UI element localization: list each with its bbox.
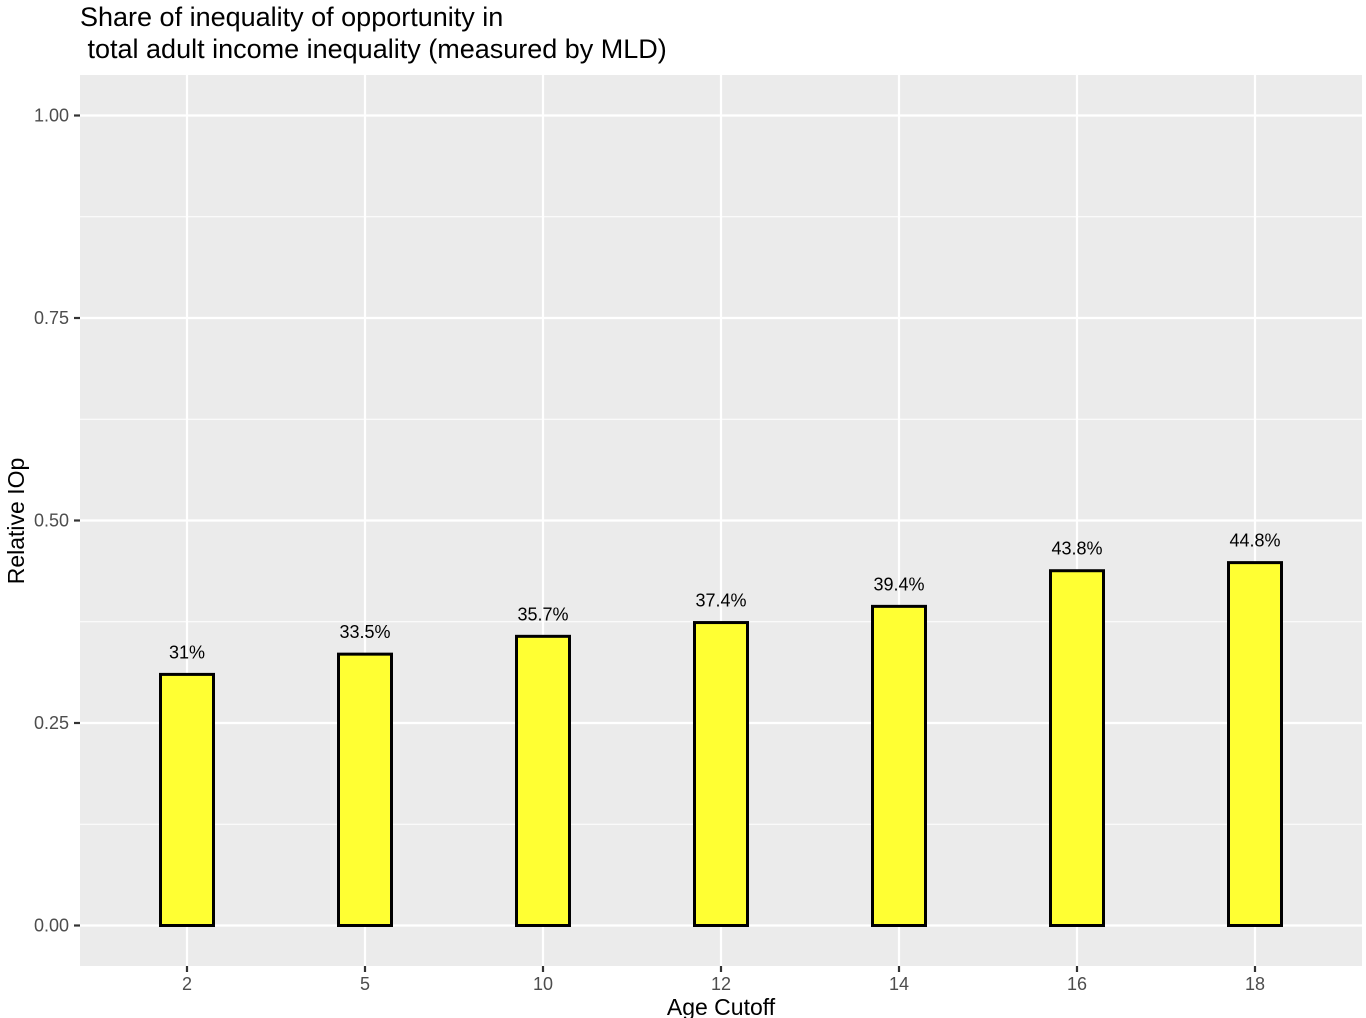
axes: 0.00 0.25 0.50 0.75 1.00 2 5 10 12 14 16 18 [34,106,1265,995]
x-tick-label: 5 [360,974,370,994]
chart-title-line-1: Share of inequality of opportunity in [80,2,503,32]
bar-5 [337,652,393,928]
data-label-16: 43.8% [1051,539,1102,559]
bar-2 [159,672,215,928]
x-axis-title: Age Cutoff [667,994,776,1018]
data-label-10: 35.7% [517,604,568,624]
x-tick-label: 18 [1245,974,1265,994]
data-label-18: 44.8% [1229,531,1280,551]
y-tick-label: 0.50 [34,511,69,531]
x-tick-label: 14 [889,974,909,994]
data-label-2: 31% [169,642,205,662]
bar-18 [1227,561,1283,927]
x-tick-label: 10 [533,974,553,994]
y-tick-label: 1.00 [34,106,69,126]
y-tick-label: 0.00 [34,916,69,936]
y-tick-label: 0.25 [34,713,69,733]
data-labels: 31% 33.5% 35.7% 37.4% 39.4% 43.8% 44.8% [169,531,1281,663]
chart-title-line-2: total adult income inequality (measured … [80,34,667,64]
x-tick-label: 2 [182,974,192,994]
bar-16 [1049,569,1105,927]
y-axis-title: Relative IOp [3,458,29,585]
y-tick-label: 0.75 [34,308,69,328]
bar-14 [871,604,927,927]
data-label-12: 37.4% [695,591,746,611]
x-tick-label: 16 [1067,974,1087,994]
bars [159,561,1283,928]
data-label-5: 33.5% [339,622,390,642]
bar-10 [515,634,571,928]
data-label-14: 39.4% [873,574,924,594]
bar-12 [693,621,749,927]
x-tick-label: 12 [711,974,731,994]
